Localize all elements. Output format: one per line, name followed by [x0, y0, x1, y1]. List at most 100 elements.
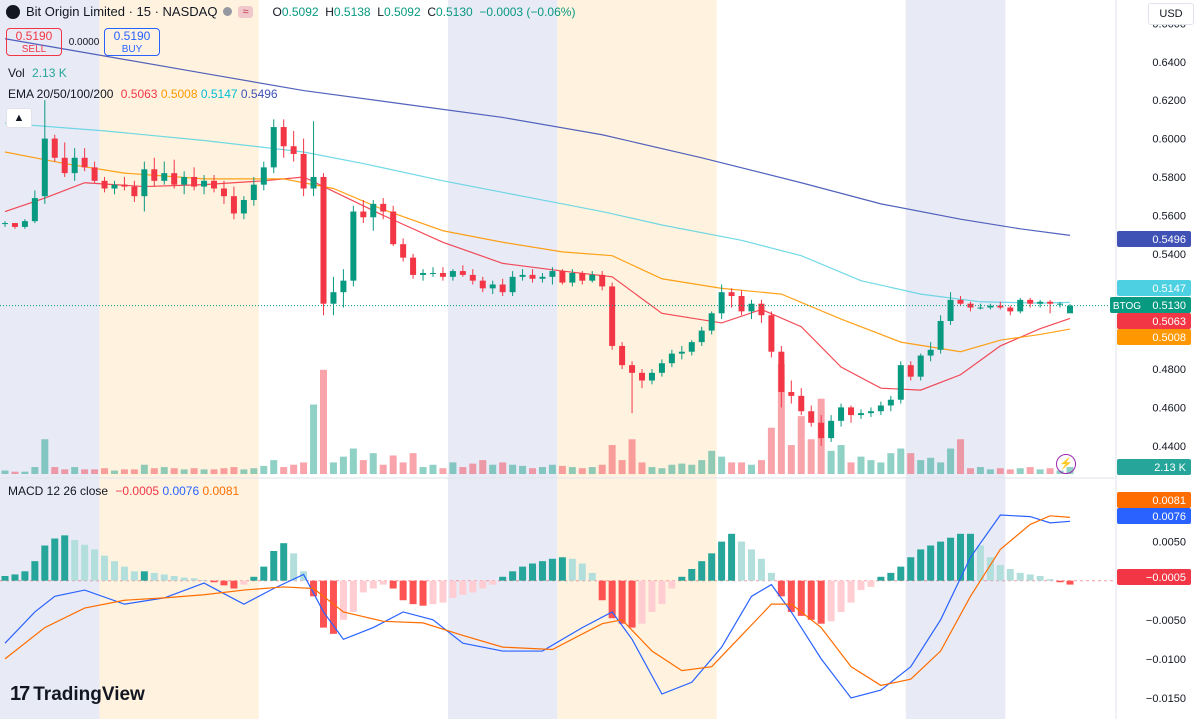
macd-histogram-bar — [628, 580, 636, 628]
candles — [2, 100, 1073, 446]
compare-icon[interactable]: ≈ — [238, 5, 253, 18]
macd-histogram-bar — [270, 550, 278, 581]
candle-body — [639, 372, 646, 381]
chevron-up-icon: ▲ — [13, 112, 25, 124]
candle-body — [648, 372, 655, 381]
macd-histogram-bar — [538, 561, 546, 581]
macd-histogram-bar — [489, 580, 497, 585]
macd-histogram-bar — [688, 568, 696, 581]
macd-histogram-bar — [469, 580, 477, 593]
candle-body — [549, 271, 556, 277]
currency-button[interactable]: USD — [1148, 3, 1194, 25]
candle-body — [937, 320, 944, 350]
macd-histogram-bar — [568, 558, 576, 581]
price-label: 0.5063 — [1152, 316, 1186, 328]
volume-bar — [648, 467, 656, 474]
price-axis: 0.66000.64000.62000.60000.58000.56000.54… — [1110, 0, 1200, 719]
macd-histogram-bar — [927, 545, 935, 581]
candle-body — [768, 315, 775, 352]
macd-value-label: −0.0005 — [1146, 572, 1186, 584]
volume-legend[interactable]: Vol 2.13 K — [8, 66, 67, 80]
macd-histogram-bar — [897, 566, 905, 581]
macd-histogram-bar — [638, 580, 646, 624]
candle-body — [559, 271, 566, 283]
volume-bar — [738, 462, 746, 474]
candle-body — [967, 303, 974, 308]
macd-value-label: 0.0076 — [1152, 511, 1186, 523]
volume-bar — [747, 464, 755, 474]
ema50-value: 0.5008 — [160, 87, 198, 101]
macd-legend[interactable]: MACD 12 26 close −0.0005 0.0076 0.0081 — [8, 484, 240, 498]
volume-bar — [329, 462, 337, 474]
volume-bar — [658, 468, 666, 474]
macd-histogram-bar — [797, 580, 805, 616]
volume-bar — [1006, 469, 1014, 474]
macd-histogram-bar — [608, 580, 616, 619]
volume-bar — [698, 460, 706, 474]
volume-bar — [538, 467, 546, 474]
macd-histogram-bar — [1046, 579, 1054, 581]
candle-body — [867, 411, 874, 414]
volume-bar — [389, 455, 397, 474]
buy-label: BUY — [121, 44, 143, 55]
candle-body — [280, 127, 287, 147]
macd-histogram-bar — [130, 571, 138, 581]
macd-histogram-bar — [718, 541, 726, 581]
volume-bar — [160, 467, 168, 474]
tradingview-mark-icon: 17 — [10, 683, 30, 705]
candle-body — [1067, 305, 1073, 314]
macd-histogram-bar — [1066, 580, 1074, 585]
volume-bar — [588, 467, 596, 474]
volume-bar — [1016, 468, 1024, 474]
macd-histogram-bar — [300, 571, 308, 581]
symbol-logo-icon — [6, 4, 20, 19]
symbol-title[interactable]: Bit Origin Limited · 15 · NASDAQ — [26, 4, 218, 19]
candle-body — [987, 305, 994, 308]
volume-bar — [837, 445, 845, 474]
macd-histogram-bar — [1026, 574, 1034, 581]
macd-value-box — [1117, 492, 1191, 508]
candle-body — [51, 138, 58, 158]
macd-histogram-bar — [917, 549, 925, 581]
macd-histogram-bar — [937, 541, 945, 581]
candle-body — [290, 146, 297, 154]
macd-histogram-bar — [230, 580, 238, 589]
session-band — [557, 0, 717, 719]
candle-body — [599, 274, 606, 287]
macd-histogram-bar — [1056, 580, 1064, 583]
volume-bar — [180, 469, 188, 474]
candle-body — [71, 157, 78, 174]
volume-bar — [150, 468, 158, 474]
macd-histogram-bar — [767, 572, 775, 581]
volume-bar — [101, 468, 109, 474]
volume-bar — [568, 467, 576, 474]
macd-pane — [0, 514, 1116, 699]
candle-body — [678, 351, 685, 354]
macd-histogram-bar — [439, 580, 447, 603]
candle-body — [728, 292, 735, 297]
candle-body — [629, 365, 636, 373]
axis-background — [1116, 0, 1200, 719]
volume-bar — [927, 457, 935, 474]
volume-bar — [280, 467, 288, 474]
lightning-icon[interactable]: ⚡ — [1056, 454, 1076, 474]
candle-body — [270, 127, 277, 168]
ema-legend[interactable]: EMA 20/50/100/200 0.5063 0.5008 0.5147 0… — [8, 87, 278, 101]
candle-body — [429, 272, 436, 274]
macd-tick-label: 0.0050 — [1152, 537, 1186, 549]
volume-bar — [1, 470, 9, 474]
collapse-legend-button[interactable]: ▲ — [6, 108, 32, 128]
candle-body — [151, 169, 158, 181]
candle-body — [61, 157, 68, 174]
volume-bar — [110, 470, 118, 474]
macd-histogram-bar — [957, 533, 965, 581]
volume-bar — [369, 453, 377, 474]
buy-button[interactable]: 0.5190 BUY — [104, 28, 160, 56]
macd-histogram-bar — [747, 549, 755, 581]
candle-body — [1007, 307, 1014, 312]
volume-bar — [499, 462, 507, 474]
candle-body — [141, 169, 148, 197]
price-tick-label: 0.6400 — [1152, 57, 1186, 69]
sell-button[interactable]: 0.5190 SELL — [6, 28, 62, 56]
